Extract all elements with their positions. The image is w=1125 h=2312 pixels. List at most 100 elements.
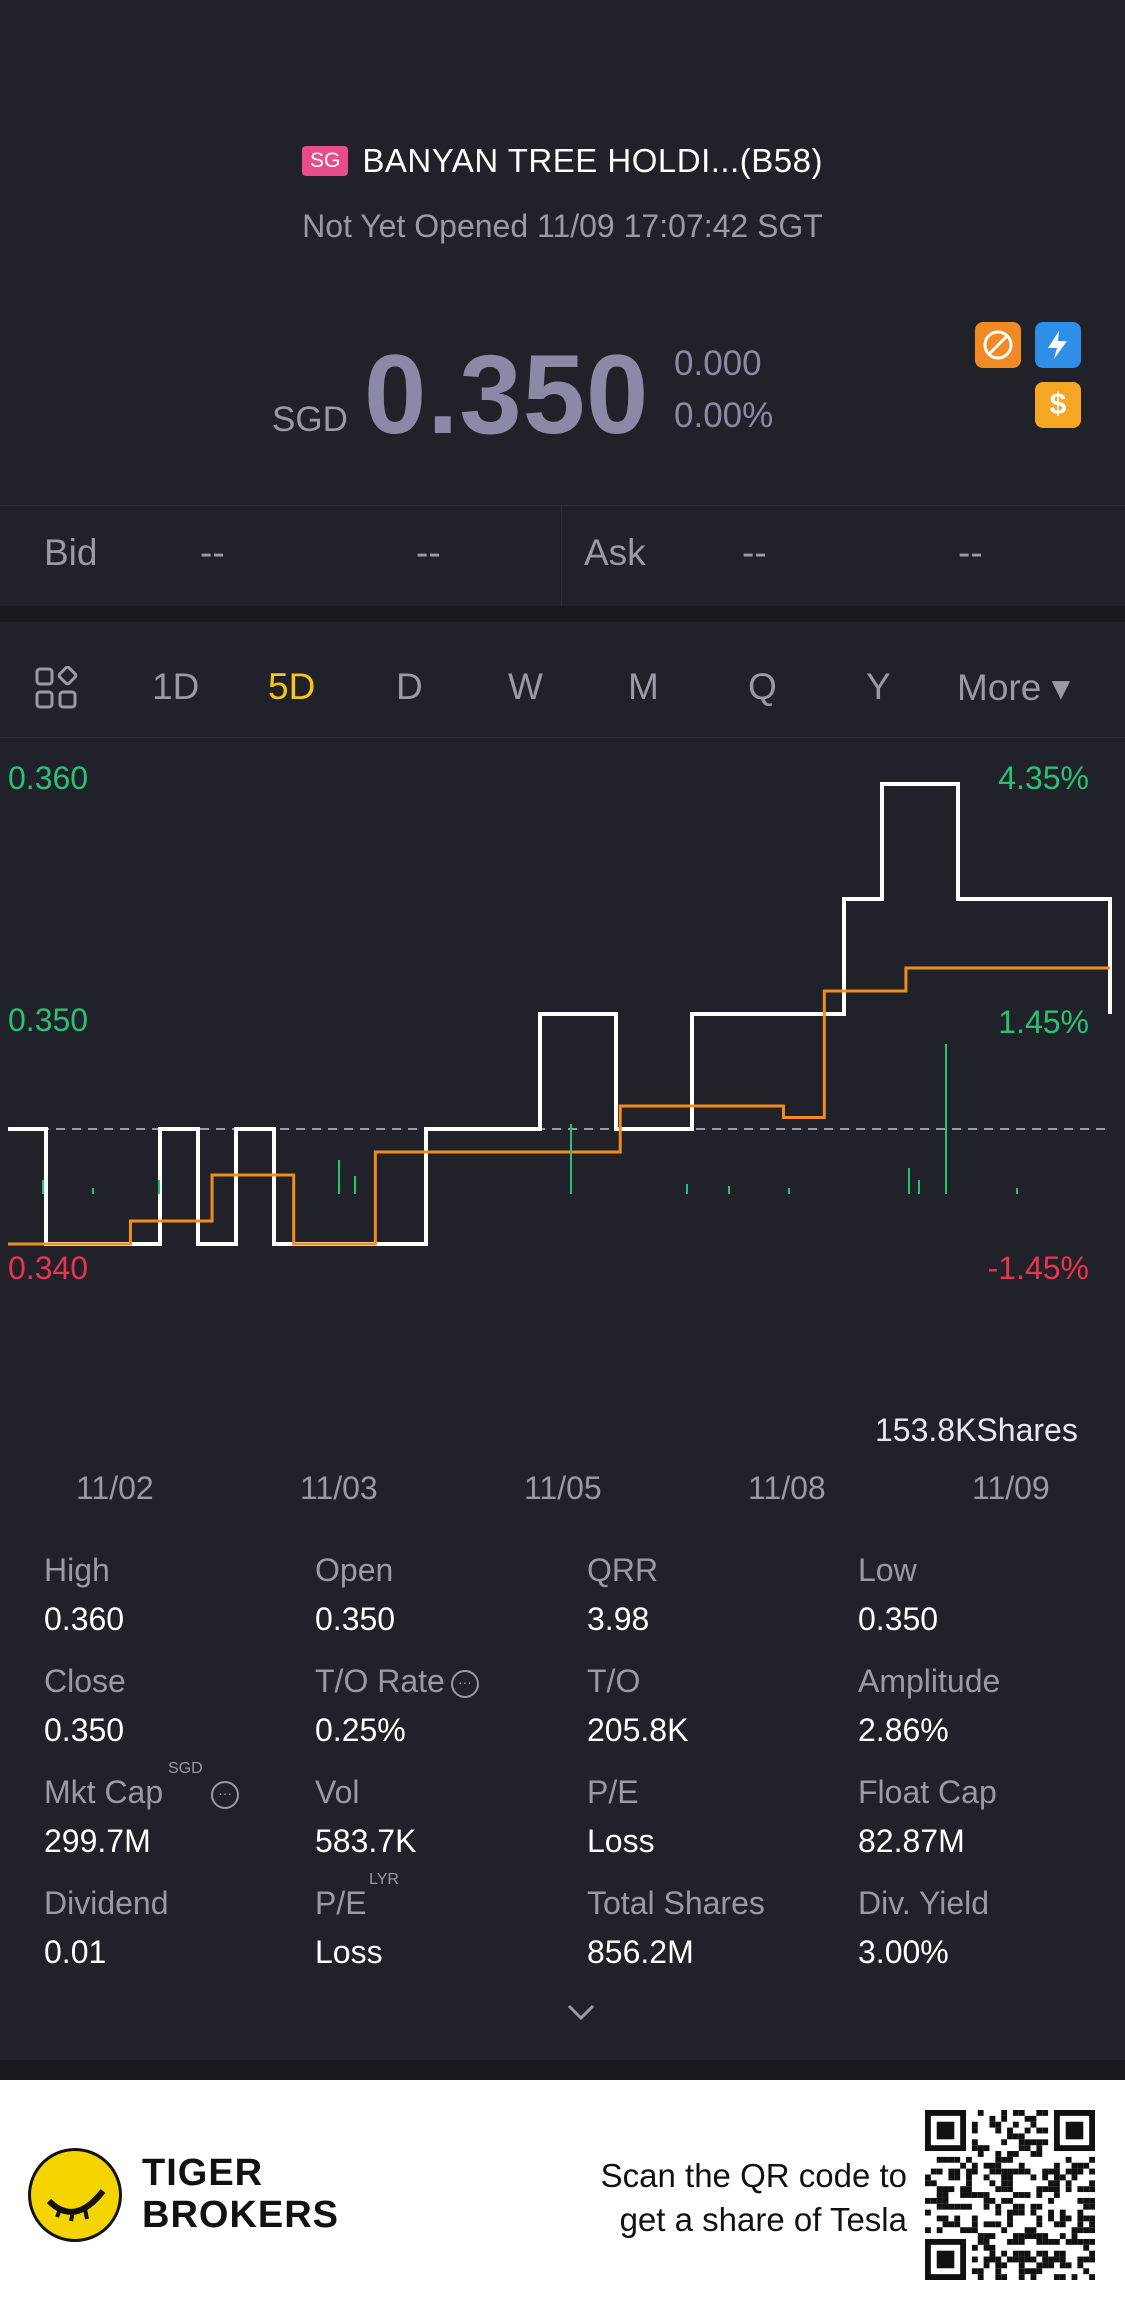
qr-code-icon — [925, 2110, 1095, 2280]
stat-label: Div. Yield — [858, 1885, 990, 1921]
tab-w[interactable]: W — [508, 666, 543, 707]
last-price: 0.350 — [364, 332, 650, 457]
stat-value: 583.7K — [315, 1823, 417, 1859]
stat-turnover-rate: T/O Rate ··· 0.25% — [315, 1663, 575, 1749]
tab-m[interactable]: M — [628, 666, 659, 707]
more-info-icon[interactable]: ··· — [450, 1669, 479, 1698]
y-left-label-top: 0.360 — [8, 760, 89, 796]
tab-5d[interactable]: 5D — [268, 666, 316, 707]
bid-label: Bid — [44, 532, 98, 573]
tab-more[interactable]: More ▾ — [957, 667, 1071, 708]
stat-total-shares: Total Shares 856.2M — [587, 1885, 847, 1971]
stat-float-cap: Float Cap 82.87M — [858, 1774, 1118, 1860]
stat-label: Total Shares — [587, 1885, 765, 1921]
stat-value: Loss — [587, 1823, 655, 1859]
stat-volume: Vol 583.7K — [315, 1774, 575, 1860]
volume-bar — [338, 1160, 340, 1194]
currency-label: SGD — [272, 400, 348, 439]
stat-value: 0.350 — [858, 1601, 939, 1637]
stat-label: Mkt Cap SGD ··· — [44, 1760, 304, 1811]
stat-label: QRR — [587, 1552, 659, 1588]
y-left-label-bottom: 0.340 — [8, 1250, 89, 1286]
stat-value: 0.350 — [315, 1601, 396, 1637]
stat-label: Open — [315, 1552, 394, 1588]
price-series-line — [8, 782, 1112, 1246]
stat-label-text: T/O Rate — [315, 1663, 445, 1699]
stat-value: 856.2M — [587, 1934, 694, 1970]
y-right-label-bottom: -1.45% — [987, 1250, 1089, 1286]
tab-d[interactable]: D — [396, 666, 423, 707]
y-right-label-mid: 1.45% — [998, 1004, 1089, 1040]
tiger-logo-icon — [28, 2148, 122, 2242]
footer-divider — [0, 2060, 1125, 2080]
stat-market-cap: Mkt Cap SGD ··· 299.7M — [44, 1760, 304, 1860]
volume-bar — [92, 1188, 94, 1194]
price-series-line — [8, 966, 1110, 1246]
x-label-3: 11/05 — [524, 1470, 602, 1506]
more-info-icon[interactable]: ··· — [211, 1780, 240, 1809]
stat-value: 82.87M — [858, 1823, 965, 1859]
stat-value: 0.350 — [44, 1712, 125, 1748]
bid-section: Bid -- -- — [0, 506, 562, 606]
flash-icon[interactable] — [1035, 322, 1081, 368]
stat-pe: P/E Loss — [587, 1774, 847, 1860]
brand-line-1: TIGER — [142, 2152, 264, 2194]
stat-label: T/O Rate ··· — [315, 1663, 575, 1700]
chevron-down-icon[interactable] — [566, 2002, 596, 2022]
stat-div-yield: Div. Yield 3.00% — [858, 1885, 1118, 1971]
currency-superscript: SGD — [168, 1760, 203, 1777]
stat-value: 0.360 — [44, 1601, 125, 1637]
stat-label: P/E LYR — [315, 1871, 575, 1922]
volume-bar — [788, 1188, 790, 1194]
no-short-icon[interactable] — [975, 322, 1021, 368]
layout-grid-icon[interactable] — [34, 666, 78, 710]
stat-turnover: T/O 205.8K — [587, 1663, 847, 1749]
promo-text: Scan the QR code to get a share of Tesla — [601, 2154, 907, 2242]
promo-line-1: Scan the QR code to — [600, 2157, 907, 2194]
change-value: 0.000 — [674, 344, 762, 383]
stat-value: 0.01 — [44, 1934, 107, 1970]
volume-bar — [908, 1168, 910, 1194]
stat-label: P/E — [587, 1774, 639, 1810]
stat-dividend: Dividend 0.01 — [44, 1885, 304, 1971]
stat-label-text: Mkt Cap — [44, 1774, 164, 1810]
tab-q[interactable]: Q — [748, 666, 777, 707]
price-chart[interactable]: 0.360 0.350 0.340 4.35% 1.45% -1.45% 153… — [0, 740, 1125, 1520]
stat-label: Amplitude — [858, 1663, 1001, 1699]
tab-1d[interactable]: 1D — [152, 666, 200, 707]
tab-y[interactable]: Y — [866, 666, 891, 707]
x-label-4: 11/08 — [748, 1470, 826, 1506]
stat-label: Float Cap — [858, 1774, 997, 1810]
volume-bar — [728, 1186, 730, 1194]
stat-label: High — [44, 1552, 110, 1588]
stock-title-row[interactable]: SG BANYAN TREE HOLDI...(B58) — [0, 142, 1125, 180]
x-label-1: 11/02 — [76, 1470, 154, 1506]
market-badge: SG — [302, 146, 349, 176]
stock-title: BANYAN TREE HOLDI...(B58) — [362, 142, 823, 179]
ask-label: Ask — [584, 532, 646, 573]
dollar-icon[interactable]: $ — [1035, 382, 1081, 428]
stat-label: T/O — [587, 1663, 641, 1699]
volume-bar — [354, 1176, 356, 1194]
stat-pe-lyr: P/E LYR Loss — [315, 1871, 575, 1971]
market-status: Not Yet Opened 11/09 17:07:42 SGT — [302, 208, 823, 244]
ask-size: -- — [958, 532, 983, 573]
quote-header: SG BANYAN TREE HOLDI...(B58) Not Yet Ope… — [0, 0, 1125, 500]
volume-bar — [1016, 1188, 1018, 1194]
bid-ask-bar: Bid -- -- Ask -- -- — [0, 505, 1125, 606]
series-layer — [8, 782, 1112, 1246]
period-tabs: 1D 5D D W M Q Y More ▾ — [0, 622, 1125, 738]
x-label-5: 11/09 — [972, 1470, 1050, 1506]
stat-value: 205.8K — [587, 1712, 689, 1748]
section-divider — [0, 606, 1125, 622]
volume-label: 153.8KShares — [875, 1412, 1078, 1448]
x-label-2: 11/03 — [300, 1470, 378, 1506]
promo-footer: TIGER BROKERS Scan the QR code to get a … — [0, 2080, 1125, 2312]
volume-bar — [570, 1124, 572, 1194]
stat-value: Loss — [315, 1934, 383, 1970]
stat-amplitude: Amplitude 2.86% — [858, 1663, 1118, 1749]
y-left-label-mid: 0.350 — [8, 1002, 89, 1038]
stat-value: 3.00% — [858, 1934, 949, 1970]
volume-layer — [42, 1044, 1018, 1194]
stats-grid: High 0.360 Open 0.350 QRR 3.98 Low 0.350… — [0, 1552, 1125, 1992]
